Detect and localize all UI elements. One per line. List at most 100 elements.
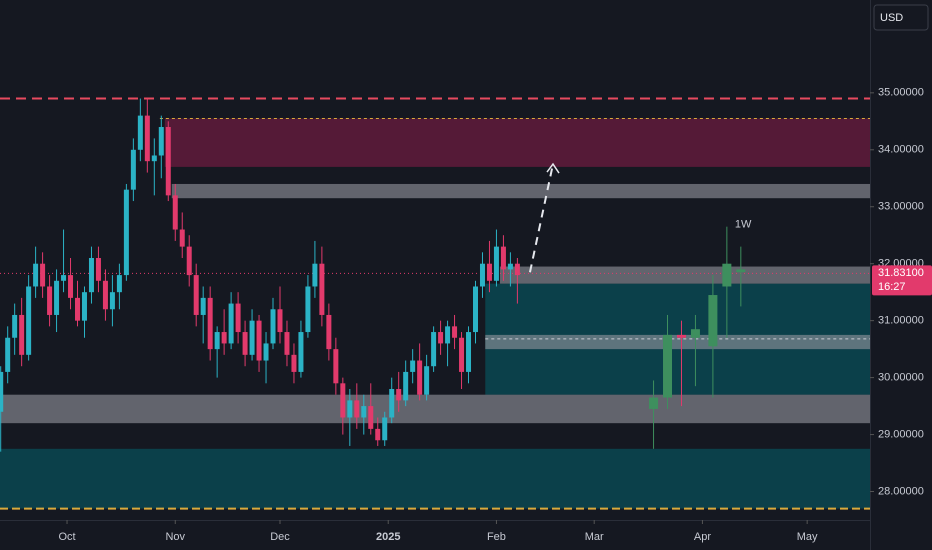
candle-body	[137, 115, 143, 150]
candle-body	[396, 389, 402, 401]
candle-body	[466, 332, 472, 372]
candle-body	[417, 360, 423, 395]
candle-body	[75, 297, 81, 321]
candle-body	[12, 314, 18, 338]
candle-body	[375, 428, 381, 441]
candle-body	[172, 195, 178, 230]
zone	[499, 266, 870, 284]
candle-body	[452, 326, 458, 338]
candle-body	[33, 263, 39, 287]
candle-body	[445, 326, 451, 344]
candle-body	[424, 366, 430, 395]
candle-body	[722, 263, 732, 287]
candle-body	[708, 295, 718, 347]
candle-body	[676, 334, 686, 338]
candle-body	[158, 127, 164, 156]
candle-body	[193, 275, 199, 315]
candle-body	[95, 258, 101, 281]
candle-body	[326, 314, 332, 350]
candle-body	[40, 263, 46, 287]
candle-body	[333, 349, 339, 384]
zone	[171, 183, 871, 199]
candle-body	[54, 280, 60, 315]
projection-arrow	[528, 163, 554, 273]
candle-body	[354, 400, 360, 418]
y-tick-label: 30.00000	[878, 372, 924, 384]
x-tick-label: Mar	[585, 531, 604, 543]
candle-body	[26, 286, 32, 355]
currency-box	[873, 4, 929, 31]
y-tick-label: 34.00000	[878, 144, 924, 156]
candle-body	[298, 332, 304, 372]
candle-body	[242, 332, 248, 355]
weekly-label: 1W	[735, 219, 752, 231]
candle-body	[410, 360, 416, 372]
candle-body	[431, 332, 437, 367]
candle-body	[514, 263, 520, 276]
candle-body	[347, 400, 353, 418]
candle-body	[144, 115, 150, 162]
candle-body	[663, 334, 673, 398]
candle-body	[291, 354, 297, 372]
candle-body	[165, 127, 171, 196]
candle-body	[249, 320, 255, 355]
x-tick-label: Dec	[270, 531, 290, 543]
zone	[164, 118, 870, 167]
candle-body	[312, 263, 318, 287]
candle-body	[207, 297, 213, 350]
zone	[0, 448, 870, 509]
candle-body	[340, 383, 346, 418]
y-tick-label: 35.00000	[878, 87, 924, 99]
candle-body	[19, 314, 25, 355]
x-tick-label: Nov	[165, 531, 185, 543]
candle-body	[368, 406, 374, 429]
candle-body	[305, 286, 311, 333]
candle-body	[179, 229, 185, 247]
candle-body	[81, 292, 87, 321]
candle-body	[284, 332, 290, 355]
candle-body	[690, 329, 700, 338]
time-axis	[0, 520, 870, 550]
candle-body	[270, 309, 276, 344]
candle-body	[319, 263, 325, 315]
candle-body	[479, 263, 485, 287]
candle-body	[116, 275, 122, 293]
candle-body	[438, 332, 444, 344]
candle-body	[5, 337, 11, 372]
candle-body	[130, 149, 136, 190]
candle-body	[123, 189, 129, 276]
x-tick-label: 2025	[376, 531, 400, 543]
countdown-label: 16:27	[878, 281, 906, 293]
candle-body	[507, 263, 513, 270]
x-tick-label: May	[797, 531, 818, 543]
candle-body	[221, 332, 227, 344]
candle-body	[0, 371, 4, 412]
candle-body	[459, 337, 465, 372]
candle-body	[736, 269, 746, 273]
candle-body	[649, 397, 659, 409]
candle-body	[214, 332, 220, 350]
x-tick-label: Oct	[58, 531, 75, 543]
x-tick-label: Feb	[487, 531, 506, 543]
arrow-head	[546, 162, 560, 174]
candle-body	[200, 297, 206, 315]
currency-label: USD	[880, 12, 903, 24]
candle-body	[403, 371, 409, 401]
x-tick-label: Apr	[694, 531, 711, 543]
candle-body	[102, 280, 108, 310]
y-tick-label: 33.00000	[878, 201, 924, 213]
y-tick-label: 29.00000	[878, 428, 924, 440]
candle-body	[263, 343, 269, 361]
candle-body	[47, 286, 53, 315]
candle-body	[256, 320, 262, 361]
last-price-label: 31.83100	[878, 267, 924, 279]
candle-body	[235, 303, 241, 333]
zone	[0, 394, 870, 424]
candle-body	[493, 246, 499, 281]
candle-body	[68, 275, 74, 298]
candle-body	[109, 292, 115, 310]
candle-body	[228, 303, 234, 344]
last-price-box	[872, 265, 932, 296]
candle-body	[277, 309, 283, 333]
candle-body	[486, 263, 492, 281]
